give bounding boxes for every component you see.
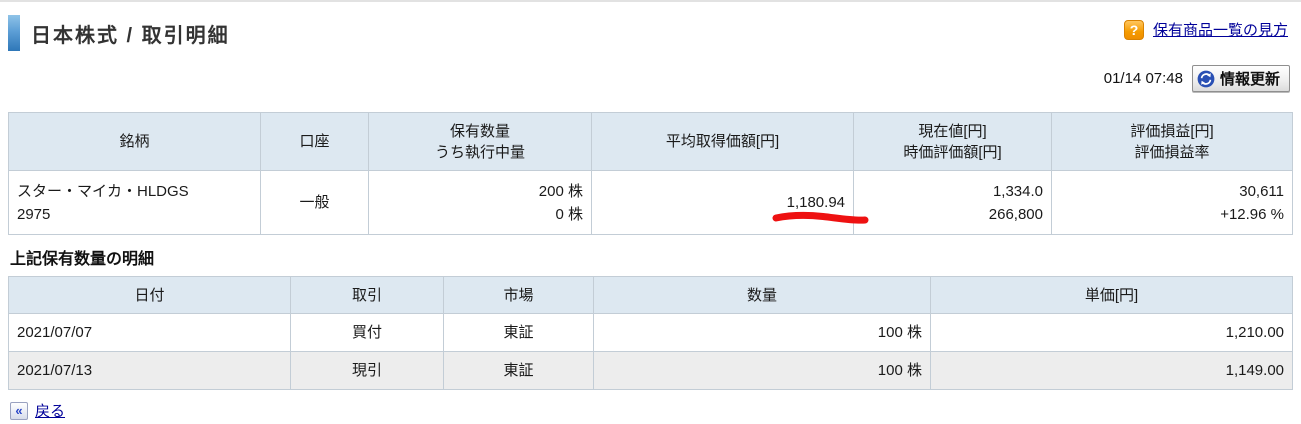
- cell-trade: 現引: [290, 351, 444, 390]
- cell-market: 東証: [443, 313, 594, 352]
- header-qty: 数量: [593, 276, 931, 314]
- header-avg-price: 平均取得価額[円]: [591, 112, 854, 171]
- header-date: 日付: [8, 276, 291, 314]
- detail-header-row: 日付 取引 市場 数量 単価[円]: [8, 276, 1293, 314]
- back-link[interactable]: 戻る: [35, 403, 66, 420]
- header-account: 口座: [260, 112, 369, 171]
- header-stock: 銘柄: [8, 112, 261, 171]
- detail-row: 2021/07/07 買付 東証 100 株 1,210.00: [8, 313, 1293, 352]
- cell-date: 2021/07/07: [8, 313, 291, 352]
- timestamp: 01/14 07:48: [1103, 70, 1183, 87]
- header-market: 市場: [443, 276, 594, 314]
- detail-row: 2021/07/13 現引 東証 100 株 1,149.00: [8, 351, 1293, 390]
- header-price: 単価[円]: [930, 276, 1293, 314]
- cell-stock-name: スター・マイカ・HLDGS 2975: [8, 170, 261, 235]
- page-title: 日本株式 / 取引明細: [31, 24, 230, 47]
- header-current-value: 現在値[円] 時価評価額[円]: [853, 112, 1052, 171]
- title-accent-bar: [8, 15, 20, 51]
- help-icon[interactable]: ?: [1123, 19, 1144, 40]
- cell-price: 1,149.00: [930, 351, 1293, 390]
- cell-price: 1,210.00: [930, 313, 1293, 352]
- refresh-button-label: 情報更新: [1219, 71, 1280, 88]
- cell-date: 2021/07/13: [8, 351, 291, 390]
- holdings-data-row: スター・マイカ・HLDGS 2975 一般 200 株 0 株 1,180.94…: [8, 170, 1293, 235]
- refresh-icon: [1197, 70, 1215, 88]
- cell-profit-loss: 30,611 +12.96 %: [1051, 170, 1293, 235]
- help-row: ? 保有商品一覧の見方: [1123, 19, 1288, 40]
- header-quantity: 保有数量 うち執行中量: [368, 112, 592, 171]
- title-bar: 日本株式 / 取引明細: [8, 15, 230, 51]
- cell-quantity: 200 株 0 株: [368, 170, 592, 235]
- cell-avg-price: 1,180.94: [591, 170, 869, 235]
- header-trade: 取引: [290, 276, 444, 314]
- refresh-button[interactable]: 情報更新: [1191, 65, 1290, 92]
- cell-qty: 100 株: [593, 313, 931, 352]
- holdings-header-row: 銘柄 口座 保有数量 うち執行中量 平均取得価額[円] 現在値[円] 時価評価額…: [8, 112, 1293, 171]
- header-profit-loss: 評価損益[円] 評価損益率: [1051, 112, 1293, 171]
- holdings-table: 銘柄 口座 保有数量 うち執行中量 平均取得価額[円] 現在値[円] 時価評価額…: [8, 112, 1293, 235]
- cell-current-value: 1,334.0 266,800: [853, 170, 1052, 235]
- back-row: « 戻る: [10, 400, 65, 421]
- detail-section-title: 上記保有数量の明細: [10, 251, 155, 268]
- back-icon[interactable]: «: [10, 401, 28, 420]
- cell-account: 一般: [260, 170, 369, 235]
- detail-table: 日付 取引 市場 数量 単価[円] 2021/07/07 買付 東証 100 株…: [8, 276, 1293, 390]
- cell-trade: 買付: [290, 313, 444, 352]
- help-link[interactable]: 保有商品一覧の見方: [1152, 22, 1288, 39]
- cell-qty: 100 株: [593, 351, 931, 390]
- cell-market: 東証: [443, 351, 594, 390]
- refresh-row: 01/14 07:48 情報更新: [1104, 65, 1290, 92]
